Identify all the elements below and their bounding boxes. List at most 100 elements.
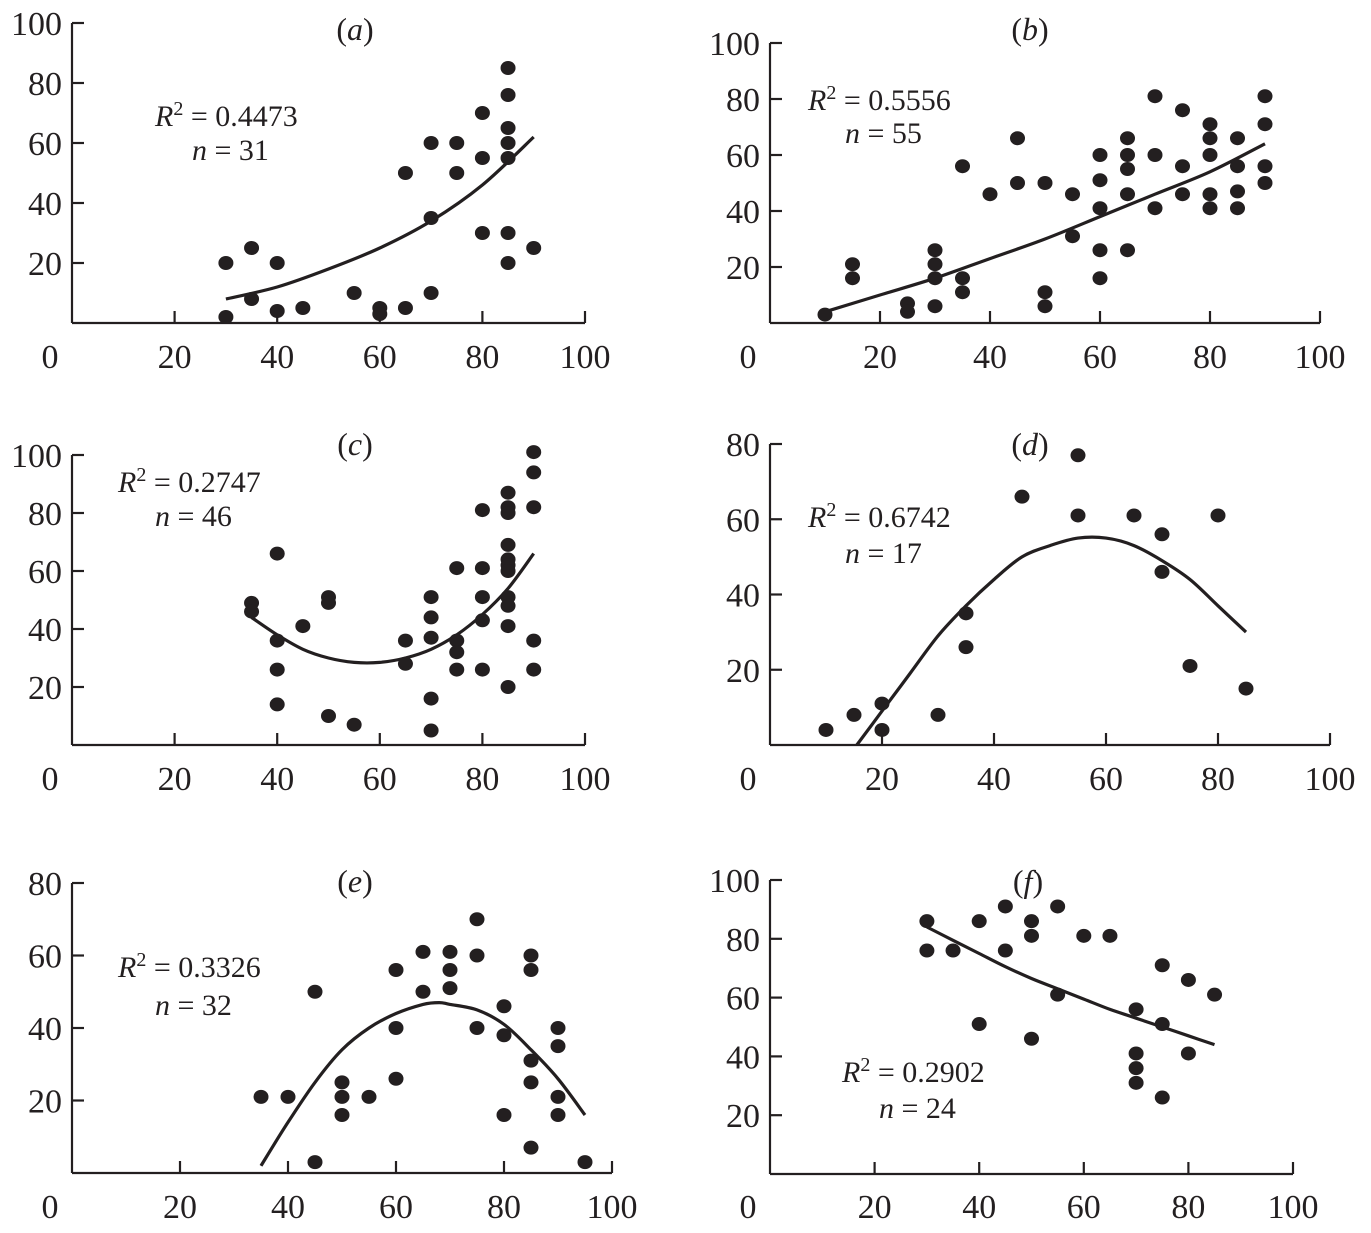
panel-letter: a bbox=[347, 11, 363, 47]
data-point bbox=[1092, 271, 1108, 286]
r-squared-label: R2 = 0.4473 bbox=[154, 98, 298, 133]
data-point bbox=[269, 546, 285, 561]
x-tick-label: 60 bbox=[363, 761, 397, 798]
data-point bbox=[1180, 1046, 1196, 1061]
data-point bbox=[500, 61, 516, 75]
data-point bbox=[500, 680, 516, 694]
data-point bbox=[526, 465, 542, 480]
data-point bbox=[1175, 103, 1190, 118]
data-point bbox=[927, 271, 943, 286]
y-tick-label: 20 bbox=[726, 653, 760, 690]
data-point bbox=[449, 136, 465, 150]
data-point bbox=[1070, 508, 1086, 523]
data-point bbox=[1050, 899, 1066, 914]
data-point bbox=[1175, 159, 1190, 174]
sample-size-label: n = 46 bbox=[155, 500, 232, 533]
data-point bbox=[334, 1089, 350, 1104]
data-point bbox=[388, 1071, 404, 1086]
data-point bbox=[1092, 201, 1108, 216]
data-point bbox=[1210, 508, 1226, 523]
data-point bbox=[397, 301, 413, 315]
data-point bbox=[423, 691, 439, 706]
x-tick-label: 60 bbox=[363, 339, 397, 376]
sample-size-label: n = 17 bbox=[845, 537, 922, 570]
x-tick-label: 40 bbox=[973, 339, 1007, 376]
data-point bbox=[474, 226, 490, 240]
data-point bbox=[982, 187, 998, 202]
data-point bbox=[346, 286, 362, 300]
x-tick-label: 0 bbox=[42, 1189, 59, 1226]
data-point bbox=[927, 257, 943, 272]
data-point bbox=[269, 304, 285, 318]
panel-title: (f) bbox=[1013, 863, 1043, 899]
x-tick-label: 20 bbox=[858, 1189, 892, 1226]
data-point bbox=[1154, 564, 1170, 579]
x-tick-label: 80 bbox=[1171, 1189, 1205, 1226]
data-point bbox=[1230, 184, 1245, 199]
data-point bbox=[496, 1028, 512, 1043]
data-point bbox=[1126, 508, 1142, 523]
data-point bbox=[415, 984, 431, 999]
sample-size-label: n = 55 bbox=[845, 117, 922, 150]
data-point bbox=[1257, 117, 1273, 132]
data-point bbox=[423, 610, 439, 625]
x-tick-label: 60 bbox=[1083, 339, 1117, 376]
data-point bbox=[1202, 148, 1218, 162]
x-tick-label: 0 bbox=[42, 339, 59, 376]
data-point bbox=[423, 211, 439, 225]
data-point bbox=[945, 943, 961, 958]
data-point bbox=[1010, 131, 1025, 146]
x-tick-label: 40 bbox=[260, 761, 294, 798]
regression-curve bbox=[225, 135, 535, 301]
data-point bbox=[334, 1075, 350, 1090]
data-point bbox=[500, 619, 516, 634]
data-point bbox=[397, 656, 413, 671]
data-point bbox=[1120, 187, 1135, 202]
panel-letter: c bbox=[348, 426, 362, 462]
data-point bbox=[1120, 131, 1135, 146]
data-point bbox=[971, 1017, 987, 1032]
data-point bbox=[930, 707, 946, 722]
data-point bbox=[500, 598, 516, 613]
data-point bbox=[997, 899, 1013, 914]
data-point bbox=[577, 1155, 593, 1170]
regression-curve bbox=[824, 142, 1266, 314]
x-tick-label: 80 bbox=[1201, 761, 1235, 798]
y-tick-label: 80 bbox=[28, 66, 62, 103]
data-point bbox=[1128, 1075, 1144, 1090]
y-tick-label: 40 bbox=[726, 1039, 760, 1076]
x-tick-label: 0 bbox=[42, 761, 59, 798]
sample-size-label: n = 31 bbox=[192, 134, 269, 167]
data-point bbox=[423, 630, 439, 645]
data-point bbox=[550, 1108, 566, 1122]
data-point bbox=[442, 981, 458, 996]
x-tick-label: 20 bbox=[863, 339, 897, 376]
data-point bbox=[218, 310, 234, 324]
data-point bbox=[269, 662, 285, 677]
x-tick-label: 20 bbox=[163, 1189, 197, 1226]
data-point bbox=[955, 159, 970, 174]
regression-curve bbox=[259, 1000, 587, 1167]
data-point bbox=[474, 590, 490, 605]
panel-letter: e bbox=[348, 863, 362, 899]
x-tick-label: 40 bbox=[271, 1189, 305, 1226]
data-point bbox=[1182, 658, 1198, 673]
data-point bbox=[874, 696, 890, 711]
data-point bbox=[500, 151, 516, 165]
x-tick-label: 80 bbox=[1193, 339, 1227, 376]
data-point bbox=[496, 999, 512, 1014]
data-point bbox=[1024, 1031, 1039, 1046]
data-point bbox=[1070, 448, 1086, 463]
y-tick-label: 60 bbox=[726, 502, 760, 539]
x-tick-label: 80 bbox=[465, 761, 499, 798]
data-point bbox=[1128, 1061, 1144, 1076]
data-point bbox=[469, 912, 485, 927]
data-point bbox=[500, 88, 516, 102]
data-point bbox=[500, 226, 516, 240]
data-point bbox=[1238, 681, 1254, 696]
data-point bbox=[1202, 131, 1218, 146]
y-tick-label: 20 bbox=[28, 246, 62, 283]
